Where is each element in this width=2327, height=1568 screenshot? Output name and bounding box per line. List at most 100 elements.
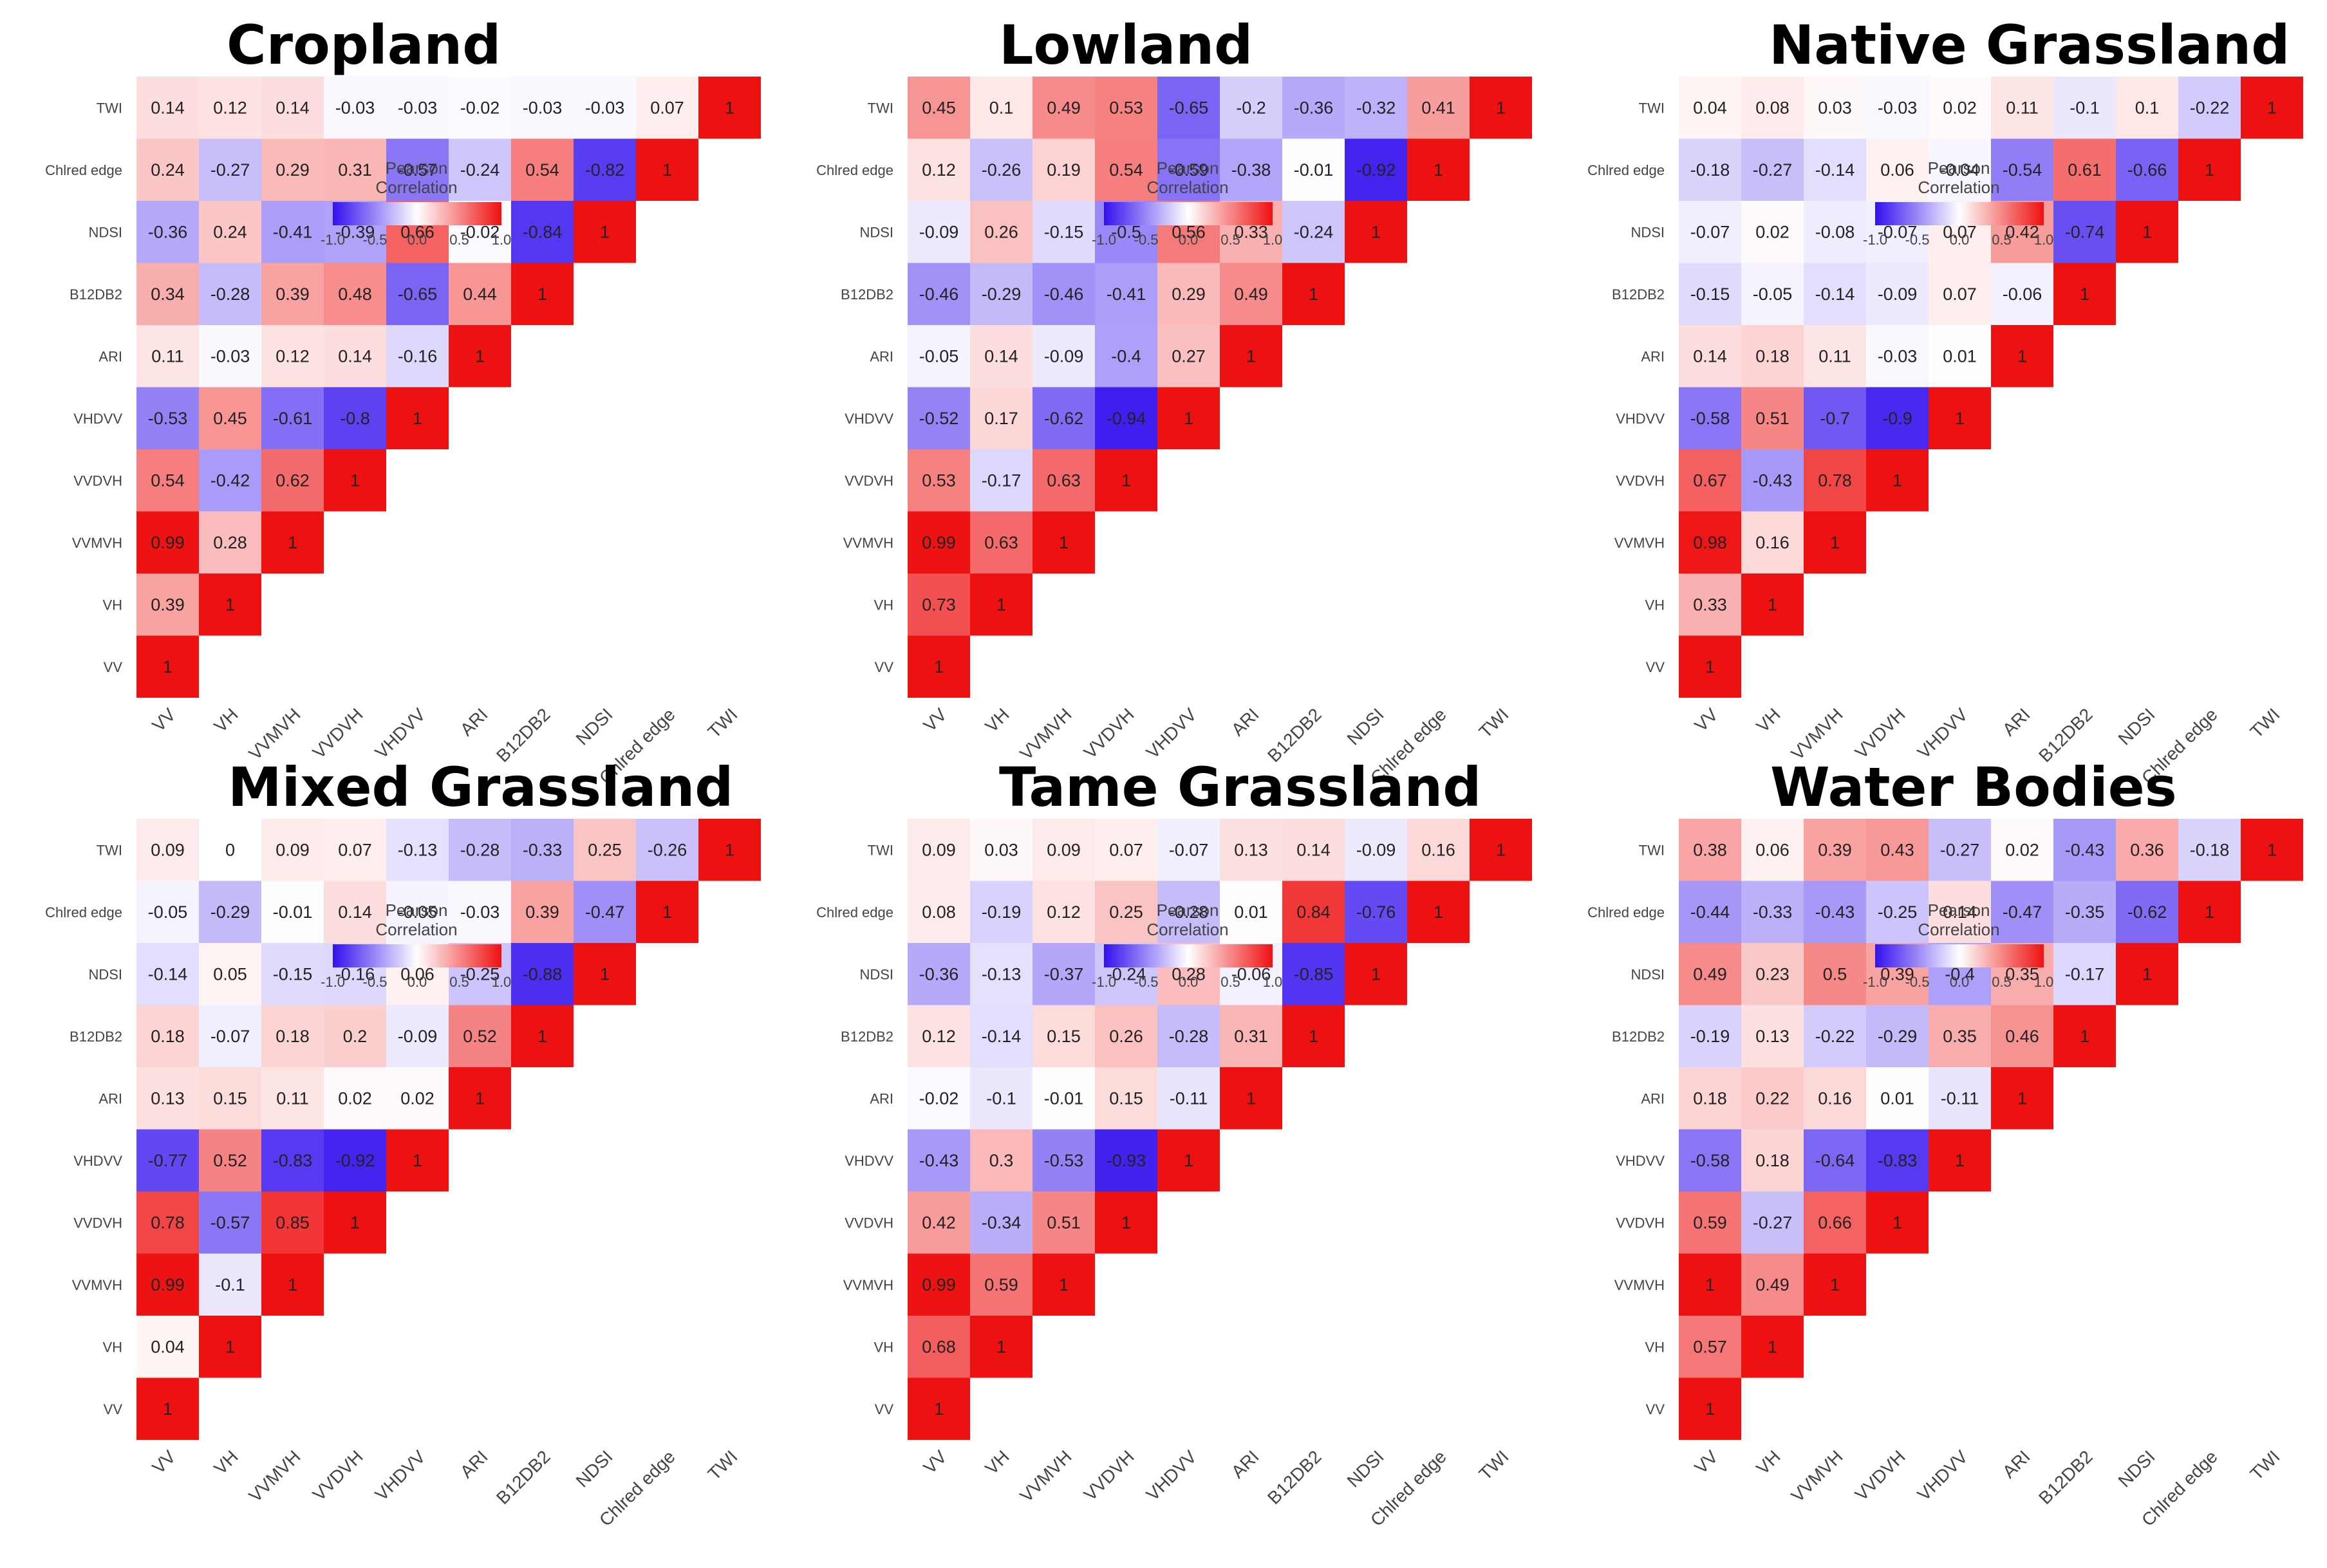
heatmap-cell: [1866, 138, 1929, 201]
heatmap-cell: [511, 77, 574, 139]
heatmap-cell: [2116, 138, 2178, 201]
heatmap-cell: [511, 138, 574, 201]
cell-value-label: -0.27: [210, 160, 250, 180]
heatmap-cell: [136, 881, 199, 943]
cell-value-label: 1: [1768, 595, 1777, 614]
cell-value-label: -0.43: [1815, 902, 1855, 922]
y-tick-label: VVMVH: [843, 535, 893, 551]
heatmap-cell: [199, 511, 261, 574]
heatmap-cell: [136, 201, 199, 263]
heatmap-cell: [2178, 77, 2241, 139]
cell-value-label: 0.44: [463, 285, 497, 304]
cell-value-label: 0.01: [1234, 902, 1268, 922]
y-tick-label: ARI: [870, 1090, 893, 1106]
cell-value-label: 0.53: [922, 471, 956, 490]
y-tick-label: TWI: [97, 842, 122, 858]
heatmap-panel: Native Grassland 1 0.33 1 0.98 0.16 1 0.67 -0.43…: [1587, 14, 2303, 788]
x-tick-label: VV: [1690, 1446, 1722, 1478]
heatmap-cell: [1866, 387, 1929, 449]
cell-value-label: 0.49: [1047, 98, 1081, 117]
cell-value-label: -0.65: [1169, 98, 1209, 117]
cell-value-label: -0.74: [2065, 222, 2105, 241]
legend-tick-label: -1.0: [321, 232, 345, 248]
cell-value-label: -0.09: [398, 1027, 438, 1046]
heatmap-cell: [511, 1005, 574, 1067]
cell-value-label: -0.09: [1878, 285, 1918, 304]
x-tick-label: TWI: [704, 1446, 742, 1484]
y-tick-label: VV: [875, 1401, 894, 1417]
y-tick-label: VV: [1646, 1401, 1665, 1417]
heatmap-cell: [908, 263, 970, 325]
heatmap-cell: [2053, 77, 2116, 139]
cell-value-label: -0.93: [1107, 1151, 1146, 1170]
y-tick-label: VVDVH: [1616, 1215, 1665, 1231]
cell-value-label: 0.12: [213, 98, 247, 117]
cell-value-label: -0.26: [648, 840, 687, 859]
cell-value-label: 0.45: [213, 409, 247, 428]
x-tick-label: ARI: [1228, 1446, 1263, 1482]
cell-value-label: -0.05: [148, 902, 188, 922]
cell-value-label: -0.4: [1111, 346, 1141, 366]
x-tick-label: TWI: [1475, 1446, 1513, 1484]
heatmap-cell: [1095, 1067, 1157, 1130]
heatmap-cell: [136, 1129, 199, 1191]
heatmap-cell: [1157, 138, 1220, 201]
heatmap-cell: [136, 1253, 199, 1316]
y-tick-label: TWI: [868, 842, 893, 858]
heatmap-cell: [1095, 387, 1157, 449]
cell-value-label: 1: [2080, 1027, 2089, 1046]
heatmap-cell: [449, 138, 511, 201]
cell-value-label: 0.23: [1755, 964, 1790, 984]
heatmap-cell: [908, 819, 970, 881]
heatmap-cell: [1741, 1316, 1804, 1378]
cell-value-label: -0.41: [1107, 285, 1146, 304]
heatmap-cell: [970, 138, 1033, 201]
heatmap-cell: [1220, 138, 1282, 201]
heatmap-cell: [1679, 1316, 1741, 1378]
heatmap-cell: [908, 574, 970, 636]
heatmap-cell: [1679, 511, 1741, 574]
cell-value-label: 1: [163, 657, 173, 677]
cell-value-label: -0.84: [523, 222, 563, 241]
heatmap-panel: Mixed Grassland 1 0.04 1 0.99 -0.1 1 0.78 -0.57 0…: [45, 756, 761, 1530]
cell-value-label: 0.11: [151, 346, 184, 366]
cell-value-label: 1: [1059, 1275, 1069, 1294]
heatmap-cell: [1679, 881, 1741, 943]
cell-value-label: -0.39: [335, 222, 375, 241]
cell-value-label: 0.2: [343, 1027, 368, 1046]
cell-value-label: -0.07: [1169, 840, 1209, 859]
cell-value-label: -0.13: [982, 964, 1022, 984]
heatmap-cell: [324, 77, 386, 139]
cell-value-label: 0.18: [1755, 346, 1790, 366]
y-tick-label: TWI: [1639, 100, 1665, 116]
heatmap-cell: [449, 77, 511, 139]
x-tick-label: TWI: [2247, 704, 2284, 742]
cell-value-label: -0.28: [1169, 1027, 1209, 1046]
heatmap-cell: [136, 387, 199, 449]
heatmap-cell: [324, 263, 386, 325]
y-tick-label: VH: [1645, 1339, 1665, 1355]
heatmap-cell: [574, 943, 636, 1005]
legend-tick-label: 0.5: [449, 232, 469, 248]
cell-value-label: -0.38: [1231, 160, 1271, 180]
heatmap-cell: [1804, 943, 1866, 1005]
cell-value-label: 0.12: [1047, 902, 1081, 922]
heatmap-cell: [970, 574, 1033, 636]
y-tick-label: Chlred edge: [1587, 162, 1665, 178]
cell-value-label: 0.17: [984, 409, 1018, 428]
cell-value-label: -0.43: [919, 1151, 959, 1170]
cell-value-label: 0.02: [2005, 840, 2039, 859]
heatmap-cell: [1741, 1191, 1804, 1254]
cell-value-label: 0.02: [400, 1088, 435, 1108]
y-tick-label: VH: [1645, 597, 1665, 613]
cell-value-label: -0.29: [1878, 1027, 1918, 1046]
cell-value-label: 0.09: [1047, 840, 1081, 859]
y-tick-label: B12DB2: [841, 286, 893, 303]
heatmap-cell: [970, 1129, 1033, 1191]
heatmap-cell: [261, 77, 324, 139]
cell-value-label: 0.06: [400, 964, 435, 984]
heatmap-cell: [1407, 819, 1470, 881]
cell-value-label: 0.16: [1755, 533, 1790, 552]
cell-value-label: -0.94: [1107, 409, 1146, 428]
heatmap-cell: [1095, 138, 1157, 201]
